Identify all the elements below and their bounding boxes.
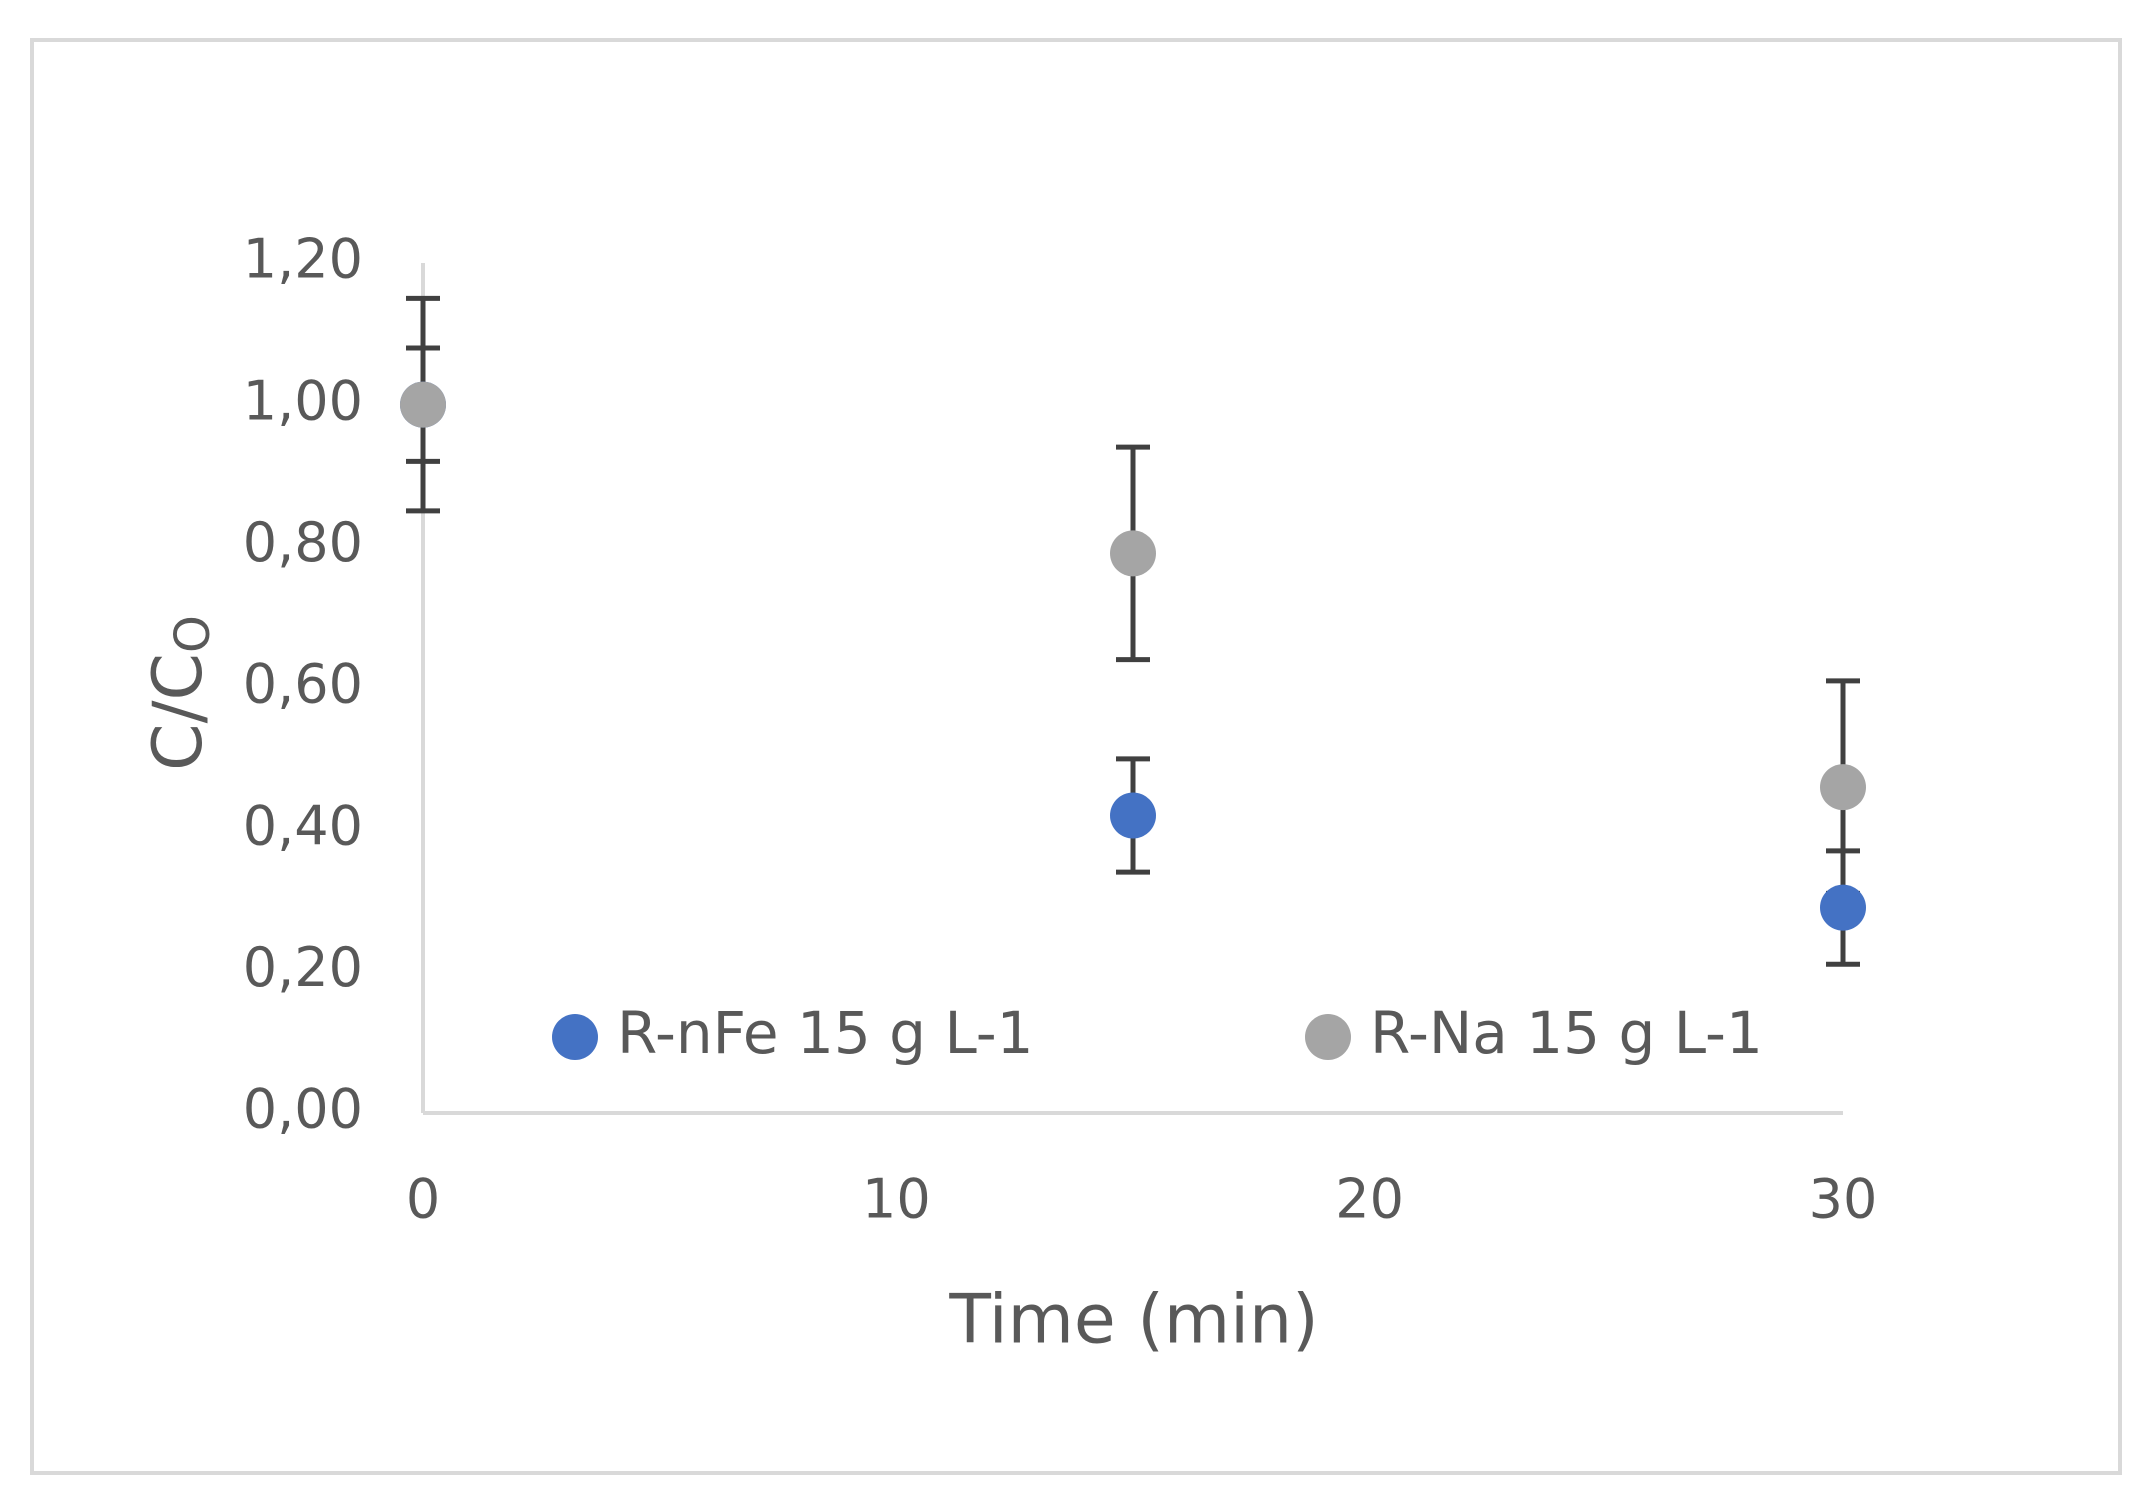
point	[400, 381, 446, 428]
x-axis-title: Time (min)	[948, 1281, 1318, 1360]
y-axis-title-subscript: O	[165, 615, 221, 653]
chart-border	[30, 38, 2122, 1475]
y-tick-label: 0,60	[243, 653, 363, 716]
y-axis-title-main: C/C	[139, 653, 218, 771]
point	[1110, 530, 1156, 577]
y-tick-label: 0,00	[243, 1078, 363, 1141]
y-tick-label: 0,20	[243, 936, 363, 999]
point	[1110, 792, 1156, 839]
x-tick-label: 10	[862, 1168, 931, 1231]
point	[1820, 764, 1866, 811]
x-tick-label: 20	[1335, 1168, 1404, 1231]
y-axis-title: C/CO	[139, 615, 221, 771]
x-tick-label: 30	[1809, 1168, 1878, 1231]
legend-marker	[552, 1014, 598, 1060]
y-tick-label: 1,20	[243, 228, 363, 291]
y-tick-label: 1,00	[243, 369, 363, 432]
x-tick-label: 0	[406, 1168, 440, 1231]
legend-label: R-nFe 15 g L-1	[617, 999, 1034, 1067]
y-tick-label: 0,40	[243, 794, 363, 857]
point	[1820, 884, 1866, 931]
y-tick-label: 0,80	[243, 511, 363, 574]
legend-marker	[1305, 1014, 1351, 1060]
legend-label: R-Na 15 g L-1	[1370, 999, 1763, 1067]
